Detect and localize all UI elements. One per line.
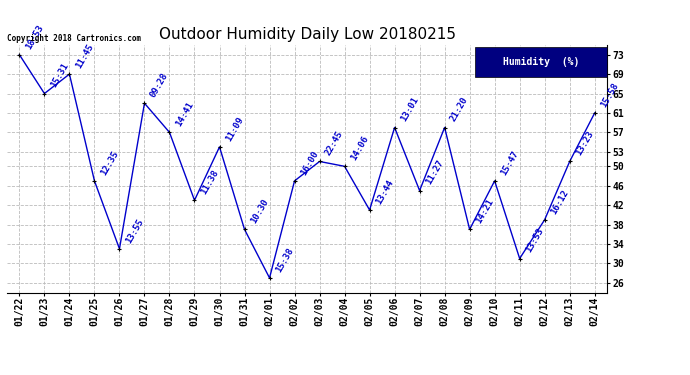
Text: 13:01: 13:01 [399,96,420,123]
Point [339,164,350,170]
Point [139,100,150,106]
Point [514,255,525,261]
Text: 11:45: 11:45 [74,42,95,70]
Text: 13:23: 13:23 [574,129,595,157]
Text: 15:47: 15:47 [499,149,520,177]
Text: 11:27: 11:27 [424,159,445,186]
Point [564,159,575,165]
Title: Outdoor Humidity Daily Low 20180215: Outdoor Humidity Daily Low 20180215 [159,27,455,42]
Text: 14:21: 14:21 [474,198,495,225]
Text: 16:12: 16:12 [549,188,570,216]
Text: 15:38: 15:38 [274,246,295,274]
Point [464,226,475,232]
Text: 21:20: 21:20 [448,96,470,123]
Text: 15:31: 15:31 [48,62,70,89]
Point [539,217,550,223]
Text: 13:53: 13:53 [524,226,545,254]
Text: 13:44: 13:44 [374,178,395,206]
Point [414,188,425,194]
Point [364,207,375,213]
Text: Copyright 2018 Cartronics.com: Copyright 2018 Cartronics.com [7,33,141,42]
Point [264,275,275,281]
Text: 14:06: 14:06 [348,134,370,162]
Text: 10:30: 10:30 [248,198,270,225]
Point [114,246,125,252]
Text: 22:45: 22:45 [324,129,345,157]
Text: 09:28: 09:28 [148,71,170,99]
Point [389,124,400,130]
Point [289,178,300,184]
Text: 12:35: 12:35 [99,149,120,177]
Text: 13:55: 13:55 [124,217,145,244]
Point [589,110,600,116]
Point [314,159,325,165]
Point [164,129,175,135]
Point [64,71,75,77]
Text: 16:00: 16:00 [299,149,320,177]
Point [14,52,25,58]
Point [439,124,450,130]
Point [189,197,200,203]
Text: 15:58: 15:58 [599,81,620,109]
Text: 14:41: 14:41 [174,100,195,128]
Point [489,178,500,184]
Text: Humidity  (%): Humidity (%) [503,57,580,68]
Text: 11:38: 11:38 [199,168,220,196]
FancyBboxPatch shape [475,48,607,77]
Point [239,226,250,232]
Point [214,144,225,150]
Text: 18:53: 18:53 [23,23,45,51]
Text: 11:09: 11:09 [224,115,245,143]
Point [39,90,50,96]
Point [89,178,100,184]
